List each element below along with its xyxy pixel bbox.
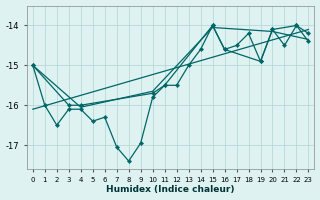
X-axis label: Humidex (Indice chaleur): Humidex (Indice chaleur) (106, 185, 235, 194)
